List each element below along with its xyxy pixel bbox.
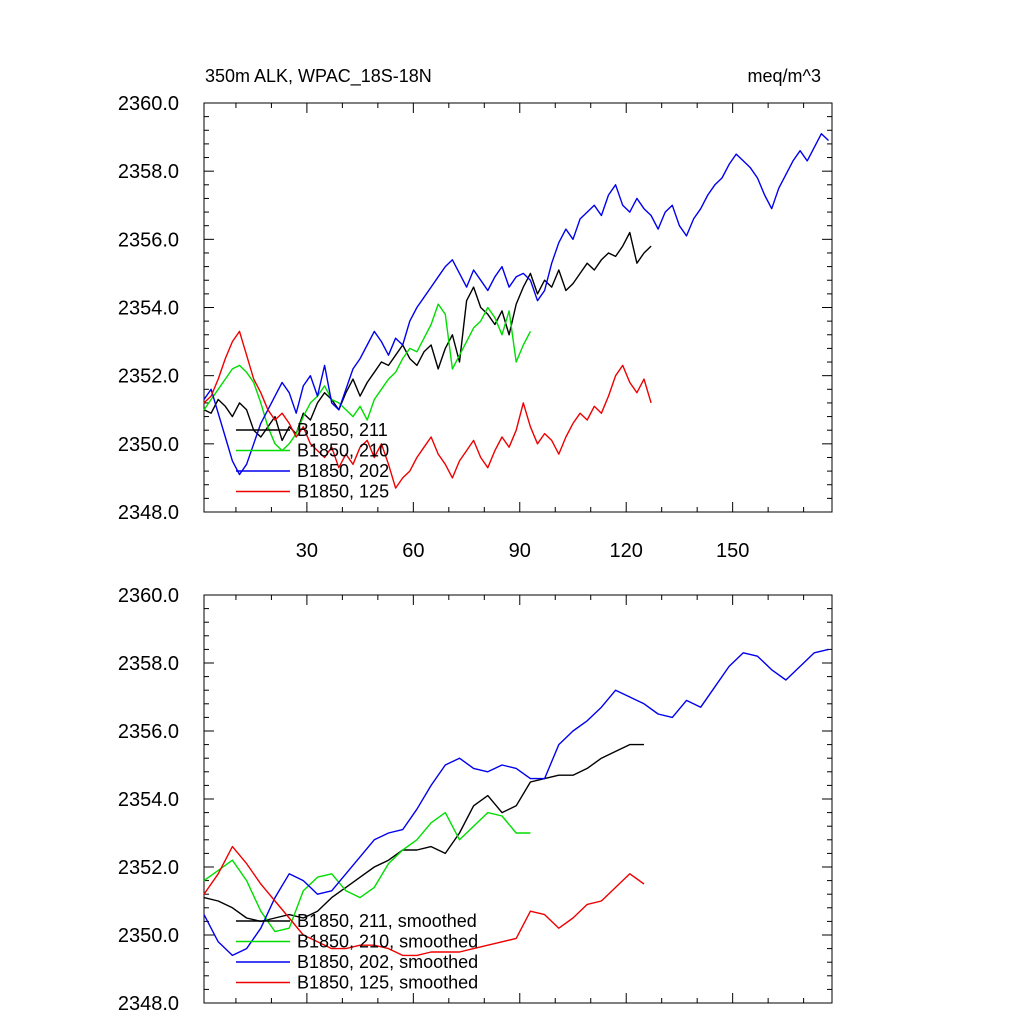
x-tick-label: 120 <box>610 540 643 562</box>
legend-label: B1850, 210, smoothed <box>297 932 478 952</box>
legend-label: B1850, 125, smoothed <box>297 973 478 993</box>
series-line <box>203 330 652 489</box>
series-line <box>203 231 652 442</box>
legend-label: B1850, 211, smoothed <box>297 911 477 931</box>
chart-title: 350m ALK, WPAC_18S-18N <box>205 66 432 87</box>
series-line <box>203 648 829 957</box>
x-tick-label: 60 <box>402 540 424 562</box>
x-tick-label: 150 <box>716 540 749 562</box>
y-tick-label: 2350.0 <box>118 434 179 456</box>
series-line <box>203 811 531 933</box>
y-tick-label: 2354.0 <box>118 298 179 320</box>
series-line <box>203 132 829 476</box>
legend-label: B1850, 125 <box>297 482 389 502</box>
y-tick-label: 2352.0 <box>118 366 179 388</box>
bottom-panel: 2348.0 2350.0 2352.0 2354.0 2356.0 2358.0 2360… <box>118 585 833 1015</box>
y-tick-label: 2354.0 <box>118 789 179 811</box>
legend-label: B1850, 202 <box>297 461 389 481</box>
series-line <box>203 303 532 452</box>
x-tick-label: 30 <box>296 540 318 562</box>
legend-label: B1850, 210 <box>297 441 389 461</box>
legend-label: B1850, 202, smoothed <box>297 952 478 972</box>
y-tick-label: 2348.0 <box>118 502 179 524</box>
y-tick-label: 2360.0 <box>118 585 179 607</box>
y-tick-label: 2360.0 <box>118 93 179 115</box>
top-panel: 2348.0 2350.0 2352.0 2354.0 2356.0 2358.0 2360… <box>118 93 833 562</box>
series-line <box>203 845 645 957</box>
y-tick-label: 2358.0 <box>118 653 179 675</box>
y-tick-label: 2356.0 <box>118 229 179 251</box>
x-tick-label: 90 <box>509 540 531 562</box>
units-label: meq/m^3 <box>748 66 821 86</box>
y-tick-label: 2350.0 <box>118 925 179 947</box>
y-tick-label: 2352.0 <box>118 857 179 879</box>
series-line <box>203 743 644 923</box>
y-tick-label: 2358.0 <box>118 161 179 183</box>
y-tick-label: 2356.0 <box>118 721 179 743</box>
legend-label: B1850, 211 <box>297 420 388 440</box>
y-tick-label: 2348.0 <box>118 993 179 1015</box>
